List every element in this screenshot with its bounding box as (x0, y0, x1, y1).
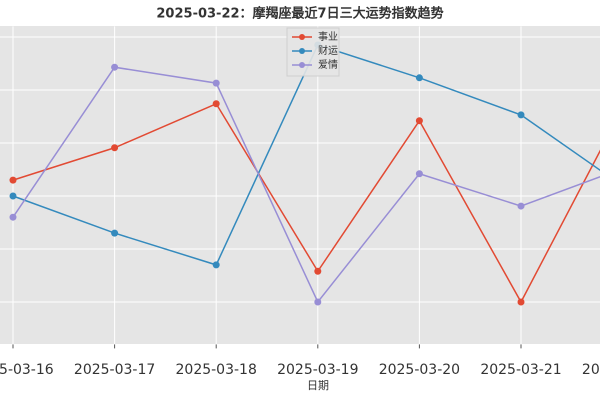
point (111, 144, 119, 152)
legend-marker (299, 34, 305, 40)
point (111, 229, 119, 237)
point (415, 74, 423, 82)
point (314, 267, 322, 275)
legend-marker (299, 48, 305, 54)
chart-title: 2025-03-22：摩羯座最近7日三大运势指数趋势 (156, 6, 443, 22)
point (314, 298, 322, 306)
x-tick-label: 2025-03-22 (582, 362, 600, 378)
legend-label: 事业 (318, 30, 338, 43)
x-tick-label: 2025-03-20 (379, 362, 460, 378)
point (517, 202, 525, 210)
point (415, 117, 423, 125)
point (111, 63, 119, 71)
legend-label: 财运 (318, 44, 338, 57)
x-tick-label: 2025-03-21 (480, 362, 561, 378)
x-axis-label: 日期 (307, 379, 329, 392)
point (212, 100, 220, 108)
x-tick-label: 2025-03-19 (277, 362, 358, 378)
x-tick-label: 2025-03-17 (74, 362, 155, 378)
legend-marker (299, 62, 305, 68)
plot-background (0, 26, 600, 344)
point (9, 176, 17, 184)
point (9, 192, 17, 200)
point (212, 79, 220, 87)
x-tick-label: 2025-03-18 (176, 362, 257, 378)
point (9, 213, 17, 221)
point (517, 298, 525, 306)
legend-box (286, 27, 340, 77)
point (517, 111, 525, 119)
point (212, 261, 220, 269)
x-tick-label: 2025-03-16 (0, 362, 54, 378)
legend-label: 爱情 (318, 58, 338, 71)
point (415, 170, 423, 178)
